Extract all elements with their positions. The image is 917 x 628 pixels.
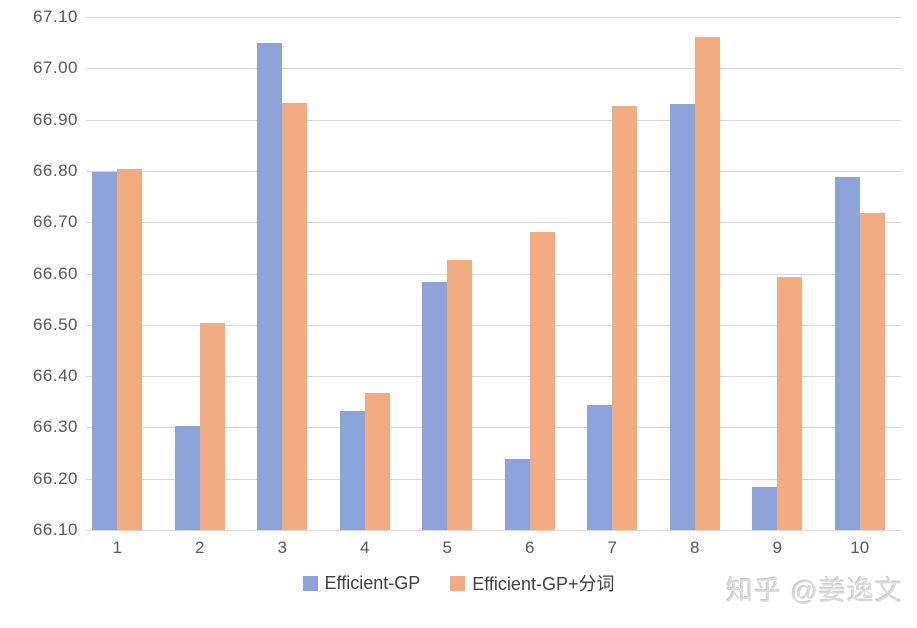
y-tick-label: 66.20	[32, 468, 78, 488]
bar-group	[324, 17, 407, 530]
bar-group	[159, 17, 242, 530]
bar	[834, 177, 860, 530]
y-tick-label: 66.30	[32, 417, 78, 437]
bar	[504, 459, 530, 530]
gridline	[86, 17, 901, 18]
gridline	[86, 376, 901, 378]
y-tick-label: 66.70	[32, 212, 78, 232]
bar	[174, 425, 200, 530]
x-category-label: 9	[772, 538, 782, 557]
x-category-label: 4	[360, 538, 370, 557]
x-category-label: 2	[195, 538, 205, 557]
x-category-label: 5	[442, 538, 452, 557]
x-category-label: 1	[112, 538, 122, 557]
gridline	[86, 273, 901, 275]
bar	[612, 105, 638, 530]
y-tick-label: 66.40	[32, 366, 78, 386]
bar	[752, 486, 778, 530]
legend-item-efficient-gp-fenci: Efficient-GP+分词	[450, 570, 614, 596]
bar	[422, 282, 448, 530]
bar-group	[489, 17, 572, 530]
gridline	[86, 222, 901, 224]
bar	[257, 43, 283, 530]
legend-item-efficient-gp: Efficient-GP	[302, 572, 421, 594]
bar	[694, 37, 720, 530]
bar	[364, 393, 390, 530]
bar	[669, 104, 695, 530]
gridline	[86, 324, 901, 326]
legend-swatch-blue	[302, 575, 318, 591]
gridline	[86, 427, 901, 429]
bar-group	[736, 17, 819, 530]
y-tick-label: 67.10	[32, 7, 78, 26]
bar-group	[571, 17, 654, 530]
bar-group	[76, 17, 159, 530]
legend-label-efficient-gp: Efficient-GP	[324, 572, 421, 593]
gridline	[86, 68, 901, 70]
bar	[447, 260, 473, 530]
legend-swatch-orange	[450, 575, 466, 591]
y-tick-label: 66.60	[32, 263, 78, 283]
gridline	[86, 478, 901, 480]
watermark: 知乎 @姜逸文	[726, 576, 903, 606]
bar	[587, 404, 613, 530]
plot-area	[76, 17, 901, 531]
x-axis: 1 2 3 4 5 6 7 8 9 10	[76, 538, 901, 558]
bar	[282, 103, 308, 530]
y-axis: 67.10 67.00 66.90 66.80 66.70 66.60 66.50 66.40…	[18, 0, 78, 628]
y-tick-label: 67.00	[32, 58, 78, 78]
bar	[92, 172, 118, 530]
bar	[529, 231, 555, 530]
bars-container	[76, 17, 901, 530]
bar	[339, 411, 365, 530]
gridline	[86, 119, 901, 121]
bar	[859, 213, 885, 530]
x-category-label: 7	[607, 538, 617, 557]
bar-group	[241, 17, 324, 530]
bar	[199, 322, 225, 530]
x-category-label: 6	[525, 538, 535, 557]
y-tick-label: 66.80	[32, 160, 78, 180]
bar-group	[819, 17, 902, 530]
legend: Efficient-GP Efficient-GP+分词	[0, 570, 917, 596]
x-category-label: 8	[690, 538, 700, 557]
bar-group	[406, 17, 489, 530]
y-tick-label: 66.50	[32, 314, 78, 334]
x-category-label: 3	[277, 538, 287, 557]
y-tick-label: 66.10	[32, 520, 78, 539]
gridline	[86, 170, 901, 172]
legend-label-efficient-gp-fenci: Efficient-GP+分词	[472, 574, 615, 594]
gridline	[86, 530, 901, 531]
x-category-label: 10	[850, 538, 870, 557]
bar-group	[654, 17, 737, 530]
y-tick-label: 66.90	[32, 109, 78, 129]
bar	[117, 169, 143, 530]
bar	[777, 277, 803, 530]
